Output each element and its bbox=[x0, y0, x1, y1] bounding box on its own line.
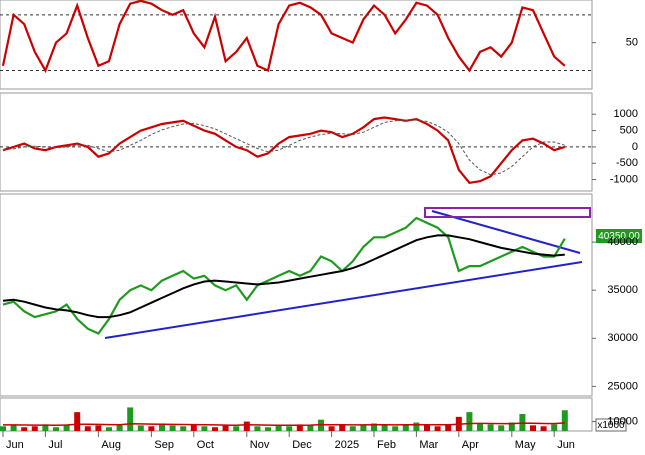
x-tick-label: Jul bbox=[48, 439, 62, 451]
resistance-box bbox=[424, 207, 591, 218]
volume-bar bbox=[487, 424, 494, 431]
volume-bar bbox=[434, 426, 441, 431]
volume-bar bbox=[10, 425, 17, 431]
volume-bar bbox=[328, 426, 335, 431]
y-tick-label: -1000 bbox=[610, 173, 638, 185]
volume-bar bbox=[307, 425, 314, 431]
volume-bar bbox=[159, 423, 165, 431]
volume-bar bbox=[31, 426, 38, 431]
y-tick-label: 0 bbox=[632, 141, 638, 153]
volume-bar bbox=[74, 412, 81, 431]
volume-bar bbox=[95, 425, 102, 431]
volume-bar bbox=[84, 426, 91, 431]
x-tick-label: May bbox=[515, 439, 536, 451]
panel-frame bbox=[0, 193, 593, 397]
y-tick-label: 30000 bbox=[607, 332, 638, 344]
volume-bar bbox=[137, 425, 144, 431]
series-line bbox=[3, 422, 565, 426]
volume-bar bbox=[540, 426, 547, 431]
trend-line bbox=[104, 261, 583, 339]
y-tick-label: 1000 bbox=[614, 108, 638, 120]
x-tick-label: Apr bbox=[462, 439, 479, 451]
last-price-box bbox=[596, 229, 642, 243]
x-tick-label: Sep bbox=[154, 439, 174, 451]
volume-bar bbox=[222, 425, 229, 431]
volume-bar bbox=[349, 426, 356, 431]
volume-bar bbox=[254, 426, 261, 431]
y-tick-label: 50 bbox=[626, 37, 638, 49]
volume-bar bbox=[466, 412, 473, 431]
volume-bar bbox=[169, 425, 176, 431]
x-tick-label: Dec bbox=[292, 439, 312, 451]
volume-bar bbox=[0, 426, 6, 431]
volume-bar bbox=[339, 425, 346, 431]
volume-bar bbox=[63, 425, 70, 431]
volume-bar bbox=[275, 425, 282, 431]
volume-bar bbox=[551, 424, 558, 431]
volume-bar bbox=[212, 427, 218, 431]
x-tick-label: Jun bbox=[557, 439, 575, 451]
x-tick-label: 2025 bbox=[335, 439, 359, 451]
x-tick-label: Nov bbox=[250, 439, 270, 451]
x-tick-label: Jun bbox=[6, 439, 24, 451]
volume-bar bbox=[201, 426, 208, 431]
series-line bbox=[2, 216, 566, 335]
volume-bar bbox=[381, 425, 388, 431]
volume-bar bbox=[392, 426, 399, 431]
volume-bar bbox=[402, 424, 409, 431]
volume-bar bbox=[265, 427, 271, 431]
unit-box bbox=[595, 418, 627, 432]
volume-bar bbox=[445, 424, 452, 431]
volume-bar bbox=[148, 426, 155, 431]
volume-bar bbox=[243, 421, 250, 431]
y-tick-label: 500 bbox=[620, 124, 638, 136]
volume-bar bbox=[21, 427, 28, 431]
volume-bar bbox=[53, 427, 59, 431]
volume-bar bbox=[190, 424, 197, 431]
volume-bar bbox=[498, 425, 505, 431]
x-tick-label: Oct bbox=[197, 439, 214, 451]
y-tick-label: -500 bbox=[616, 157, 638, 169]
series-line bbox=[2, 234, 565, 319]
panel-frame bbox=[0, 92, 593, 192]
panel-frame bbox=[0, 397, 593, 432]
volume-bar bbox=[42, 424, 49, 431]
volume-bar bbox=[530, 425, 536, 431]
volume-bar bbox=[561, 410, 568, 431]
volume-bar bbox=[286, 426, 293, 431]
volume-bar bbox=[233, 426, 240, 431]
y-tick-label: 10000 bbox=[607, 415, 638, 427]
volume-bar bbox=[413, 422, 420, 431]
series-line bbox=[2, 116, 566, 184]
volume-bar bbox=[180, 426, 187, 431]
volume-bar bbox=[116, 424, 123, 431]
volume-bar bbox=[127, 407, 134, 431]
volume-bar bbox=[296, 424, 303, 431]
x-tick-label: Aug bbox=[101, 439, 121, 451]
y-tick-label: 25000 bbox=[607, 380, 638, 392]
x-tick-label: Feb bbox=[377, 439, 396, 451]
series-line bbox=[1, 0, 566, 74]
unit-label: x1000 bbox=[597, 420, 625, 431]
volume-bar bbox=[477, 423, 483, 431]
volume-bar bbox=[508, 422, 515, 431]
volume-bar bbox=[424, 425, 430, 431]
panel-frame bbox=[0, 0, 593, 90]
y-tick-label: 35000 bbox=[607, 284, 638, 296]
volume-bar bbox=[106, 427, 112, 431]
y-tick-label: 40000 bbox=[607, 236, 638, 248]
x-tick-label: Mar bbox=[419, 439, 438, 451]
last-price-label: 40350.00 bbox=[598, 231, 640, 242]
volume-bar bbox=[360, 424, 367, 431]
volume-bar bbox=[371, 423, 377, 431]
